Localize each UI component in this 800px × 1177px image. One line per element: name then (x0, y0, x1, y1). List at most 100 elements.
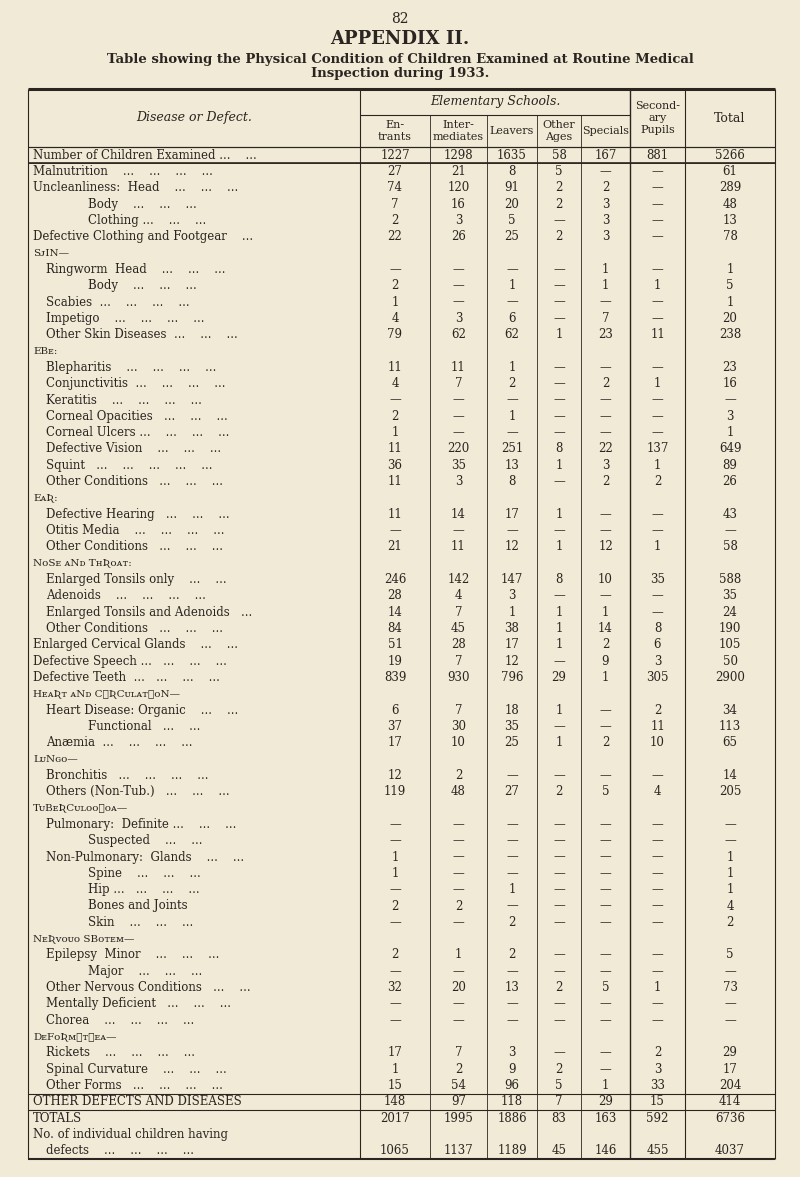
Text: 28: 28 (451, 638, 466, 651)
Text: —: — (724, 1013, 736, 1026)
Text: —: — (553, 426, 565, 439)
Text: 91: 91 (505, 181, 519, 194)
Text: EВᴇ:: EВᴇ: (33, 346, 58, 355)
Text: 3: 3 (454, 476, 462, 488)
Text: —: — (600, 834, 611, 847)
Text: 839: 839 (384, 671, 406, 684)
Text: —: — (553, 476, 565, 488)
Text: 1227: 1227 (380, 148, 410, 161)
Text: —: — (453, 426, 464, 439)
Text: 2: 2 (391, 949, 398, 962)
Text: 11: 11 (388, 507, 402, 520)
Text: —: — (453, 818, 464, 831)
Text: 26: 26 (451, 231, 466, 244)
Text: Defective Vision    ...    ...    ...: Defective Vision ... ... ... (46, 443, 221, 455)
Text: 1: 1 (602, 1079, 609, 1092)
Text: —: — (553, 883, 565, 896)
Text: —: — (389, 262, 401, 275)
Text: 2: 2 (654, 704, 661, 717)
Text: 8: 8 (555, 573, 562, 586)
Text: 12: 12 (505, 540, 519, 553)
Text: 1635: 1635 (497, 148, 527, 161)
Text: —: — (506, 899, 518, 912)
Text: —: — (506, 1013, 518, 1026)
Text: 204: 204 (719, 1079, 741, 1092)
Text: —: — (652, 361, 663, 374)
Text: 1137: 1137 (444, 1144, 474, 1157)
Text: 37: 37 (387, 720, 402, 733)
Text: 2: 2 (726, 916, 734, 929)
Text: 2: 2 (391, 899, 398, 912)
Text: 455: 455 (646, 1144, 669, 1157)
Text: Inter-
mediates: Inter- mediates (433, 120, 484, 141)
Text: —: — (724, 524, 736, 537)
Text: 4: 4 (391, 377, 398, 391)
Text: 51: 51 (387, 638, 402, 651)
Text: —: — (652, 590, 663, 603)
Text: 12: 12 (388, 769, 402, 782)
Text: Hip ...   ...    ...    ...: Hip ... ... ... ... (88, 883, 200, 896)
Text: Malnutrition    ...    ...    ...    ...: Malnutrition ... ... ... ... (33, 165, 213, 178)
Text: 1065: 1065 (380, 1144, 410, 1157)
Text: 50: 50 (722, 654, 738, 667)
Text: Bones and Joints: Bones and Joints (88, 899, 188, 912)
Text: —: — (652, 997, 663, 1010)
Text: —: — (453, 834, 464, 847)
Text: 1: 1 (654, 279, 661, 292)
Text: 1: 1 (654, 540, 661, 553)
Text: Keratitis    ...    ...    ...    ...: Keratitis ... ... ... ... (46, 393, 202, 406)
Text: 17: 17 (722, 1063, 738, 1076)
Text: —: — (652, 165, 663, 178)
Text: 13: 13 (505, 982, 519, 995)
Text: 84: 84 (387, 621, 402, 636)
Text: EᴀƦ:: EᴀƦ: (33, 493, 58, 503)
Text: Number of Children Examined ...    ...: Number of Children Examined ... ... (33, 148, 257, 161)
Text: 14: 14 (451, 507, 466, 520)
Text: 17: 17 (387, 737, 402, 750)
Text: —: — (553, 410, 565, 423)
Text: —: — (389, 524, 401, 537)
Text: —: — (553, 997, 565, 1010)
Text: 79: 79 (387, 328, 402, 341)
Text: 649: 649 (718, 443, 742, 455)
Text: 43: 43 (722, 507, 738, 520)
Text: —: — (553, 866, 565, 880)
Text: —: — (553, 214, 565, 227)
Text: 5266: 5266 (715, 148, 745, 161)
Text: Specials: Specials (582, 126, 629, 137)
Text: 45: 45 (451, 621, 466, 636)
Text: 17: 17 (505, 507, 519, 520)
Text: 1: 1 (726, 262, 734, 275)
Text: 2: 2 (391, 279, 398, 292)
Text: 8: 8 (555, 443, 562, 455)
Text: 89: 89 (722, 459, 738, 472)
Text: 2: 2 (602, 638, 609, 651)
Text: 19: 19 (387, 654, 402, 667)
Text: 1: 1 (555, 507, 562, 520)
Text: —: — (652, 606, 663, 619)
Text: 4: 4 (454, 590, 462, 603)
Text: 3: 3 (602, 214, 610, 227)
Text: 96: 96 (505, 1079, 519, 1092)
Text: 2: 2 (555, 982, 562, 995)
Text: Anæmia  ...    ...    ...    ...: Anæmia ... ... ... ... (46, 737, 193, 750)
Text: Skin    ...    ...    ...: Skin ... ... ... (88, 916, 194, 929)
Text: 35: 35 (650, 573, 665, 586)
Text: 1: 1 (391, 1063, 398, 1076)
Text: APPENDIX II.: APPENDIX II. (330, 29, 470, 48)
Text: 58: 58 (551, 148, 566, 161)
Text: 5: 5 (555, 1079, 562, 1092)
Text: 1: 1 (555, 638, 562, 651)
Text: 27: 27 (387, 165, 402, 178)
Text: 3: 3 (602, 459, 610, 472)
Text: 1: 1 (555, 621, 562, 636)
Text: Blepharitis    ...    ...    ...    ...: Blepharitis ... ... ... ... (46, 361, 216, 374)
Text: —: — (553, 361, 565, 374)
Text: En-
trants: En- trants (378, 120, 412, 141)
Text: 146: 146 (594, 1144, 617, 1157)
Text: 3: 3 (654, 654, 662, 667)
Text: —: — (600, 851, 611, 864)
Text: 3: 3 (454, 214, 462, 227)
Text: —: — (724, 393, 736, 406)
Text: 190: 190 (719, 621, 741, 636)
